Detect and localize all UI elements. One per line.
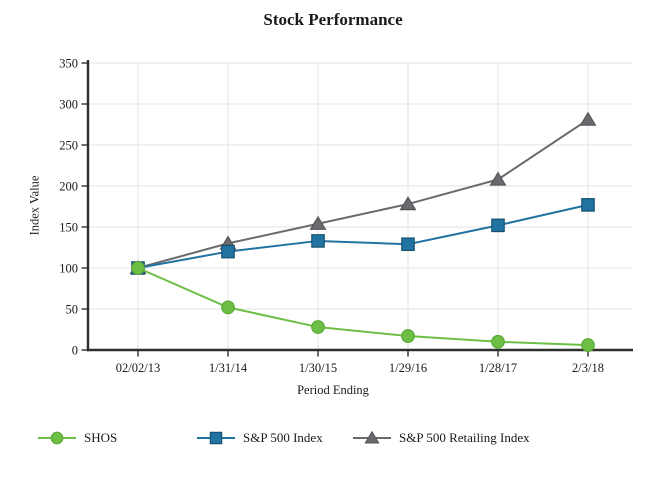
chart-title: Stock Performance — [263, 10, 403, 29]
legend-item-s-p-500-retailing-index: S&P 500 Retailing Index — [353, 430, 530, 446]
legend-marker-s-p-500-retailing-index — [364, 430, 380, 444]
x-tick-label: 1/30/15 — [299, 361, 337, 375]
legend-marker-s-p-500-index — [209, 431, 223, 445]
legend-label-s-p-500-index: S&P 500 Index — [243, 430, 323, 445]
marker-shos-0 — [131, 261, 145, 275]
marker-s-p-500-index-5 — [581, 198, 595, 212]
marker-shos-4 — [491, 334, 505, 349]
marker-shos-1 — [221, 300, 235, 315]
legend-marker-shos — [50, 431, 64, 445]
chart-plot-area: 0 50 100 150 200 250 300 350 02/02/13 1/31/14 1/30… — [59, 57, 633, 375]
series-line-shos — [137, 267, 589, 347]
series-line-s-p-500-index — [137, 203, 589, 269]
marker-s-p-500-retailing-index-5 — [579, 111, 597, 126]
y-tick-label: 200 — [59, 180, 78, 194]
marker-shos-3 — [401, 329, 415, 343]
y-tick-label: 50 — [66, 303, 79, 317]
y-tick-label: 100 — [59, 262, 78, 276]
series-line-s-p-500-retailing-index — [137, 118, 589, 269]
marker-s-p-500-index-1 — [221, 244, 235, 259]
x-tick-label: 1/29/16 — [389, 361, 427, 375]
x-axis-title: Period Ending — [297, 383, 369, 397]
y-tick-label: 150 — [59, 221, 78, 235]
triangle-icon — [353, 430, 391, 444]
marker-s-p-500-index-3 — [401, 237, 415, 252]
x-tick-label: 02/02/13 — [116, 361, 160, 375]
x-tick-label: 2/3/18 — [572, 361, 604, 375]
y-axis-title: Index Value — [27, 175, 42, 236]
y-tick-label: 300 — [59, 98, 78, 112]
x-tick-label: 1/28/17 — [479, 361, 517, 375]
marker-shos-5 — [581, 338, 595, 352]
y-tick-label: 350 — [59, 57, 78, 71]
marker-s-p-500-index-4 — [491, 218, 505, 233]
marker-s-p-500-retailing-index-4 — [489, 171, 507, 186]
y-tick-label: 250 — [59, 139, 78, 153]
marker-s-p-500-retailing-index-2 — [309, 215, 327, 230]
y-tick-label: 0 — [72, 344, 78, 358]
legend-label-shos: SHOS — [84, 430, 118, 445]
legend: SHOS S&P 500 Index S&P 500 Retailing Index — [0, 430, 666, 450]
square-icon — [197, 431, 235, 445]
circle-icon — [38, 431, 76, 445]
x-tick-label: 1/31/14 — [209, 361, 248, 375]
marker-shos-2 — [311, 320, 325, 334]
legend-item-shos: SHOS — [38, 430, 117, 446]
legend-item-s-p-500-index: S&P 500 Index — [197, 430, 323, 446]
marker-s-p-500-retailing-index-3 — [399, 196, 417, 211]
marker-s-p-500-index-2 — [311, 234, 325, 248]
legend-label-s-p-500-retailing-index: S&P 500 Retailing Index — [399, 430, 530, 445]
